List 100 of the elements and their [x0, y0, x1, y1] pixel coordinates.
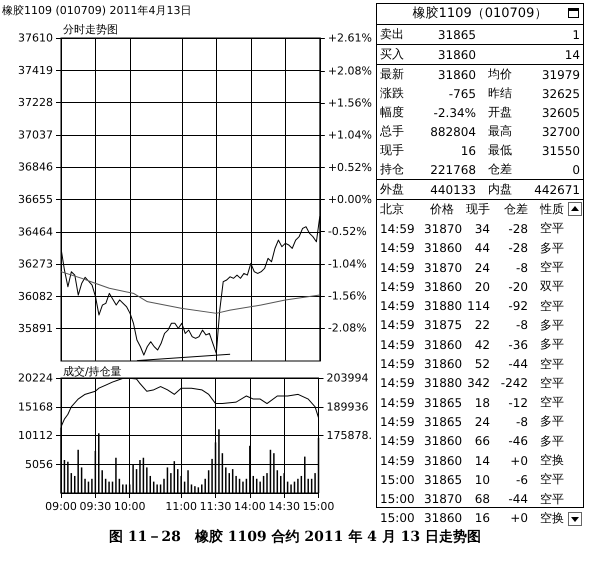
text: 31870 — [424, 222, 462, 236]
text: 24 — [474, 414, 490, 429]
text: -28 — [508, 222, 528, 236]
text: 空平 — [540, 492, 564, 506]
y-tick-label: 36273 — [18, 258, 53, 271]
text: 14:59 — [380, 414, 415, 429]
text: 价格 — [430, 202, 454, 216]
text: 31860 — [424, 241, 462, 256]
text: 14:59 — [380, 338, 415, 352]
text: 最低 — [488, 143, 512, 157]
y-tick-label: 5056 — [25, 458, 53, 471]
y2-tick-label: +0.52% — [328, 160, 372, 174]
text: 仓差 — [488, 162, 512, 176]
text: 20 — [474, 280, 490, 294]
text: 空换 — [540, 453, 564, 467]
text: 31860 — [424, 511, 462, 526]
text: 内盘 — [488, 182, 512, 196]
text: 882804 — [430, 124, 476, 138]
text: 22 — [474, 318, 490, 332]
text: -8 — [516, 318, 528, 332]
text: 空平 — [540, 260, 564, 274]
text: 空平 — [540, 472, 564, 486]
y2-tick-label: 189936 — [326, 400, 369, 414]
text: 最新 — [380, 67, 404, 81]
x-tick-label: 09:00 — [45, 500, 77, 513]
text: -6 — [516, 472, 528, 487]
text: -44 — [508, 357, 528, 372]
text: 31860 — [438, 48, 476, 62]
y-tick-label: 37037 — [18, 128, 53, 142]
text: 14:59 — [380, 241, 415, 256]
text: 52 — [474, 357, 490, 372]
text: 14:59 — [380, 376, 415, 390]
text: 16 — [460, 144, 476, 158]
text: 342 — [467, 376, 490, 390]
y2-tick-label: +2.08% — [328, 64, 372, 78]
text: 31550 — [542, 144, 580, 158]
y2-tick-label: -1.56% — [328, 290, 367, 303]
y2-tick-label: -2.08% — [328, 322, 367, 335]
text: -765 — [448, 86, 476, 100]
text: -44 — [508, 492, 528, 506]
text: 66 — [474, 434, 490, 448]
text: 16 — [474, 511, 490, 526]
text: 31875 — [424, 318, 462, 332]
text: -242 — [500, 376, 528, 390]
x-tick-label: 14:30 — [268, 500, 300, 513]
text: 31870 — [424, 260, 462, 275]
text: 68 — [474, 492, 490, 506]
text: -8 — [516, 414, 528, 429]
text: 15:00 — [380, 511, 415, 526]
y2-tick-label: +1.56% — [328, 96, 372, 110]
text: 空平 — [540, 376, 564, 390]
y2-tick-label: +0.00% — [328, 193, 372, 206]
text: 42 — [474, 338, 490, 352]
text: 14:59 — [380, 222, 415, 236]
x-tick-label: 11:30 — [200, 500, 232, 513]
text: 橡胶1109（010709） — [377, 4, 583, 25]
text: 涨跌 — [380, 86, 404, 100]
text: 31860 — [424, 280, 462, 294]
text: 15:00 — [380, 472, 415, 487]
chart-title: 橡胶1109 (010709) 2011年4月13日 — [2, 4, 192, 17]
text: 31865 — [424, 414, 462, 429]
text: 空平 — [540, 221, 564, 236]
text: 均价 — [488, 67, 512, 81]
text: 14:59 — [380, 396, 415, 410]
text: 31860 — [438, 68, 476, 82]
text: 最高 — [488, 124, 512, 138]
text: 开盘 — [488, 105, 512, 119]
y-tick-label: 35891 — [18, 322, 53, 336]
text: 14:59 — [380, 318, 415, 332]
y-tick-label: 15168 — [18, 400, 53, 414]
text: 14 — [474, 454, 490, 468]
text: 31865 — [424, 396, 462, 410]
text: 空换 — [540, 510, 564, 525]
text: 14:59 — [380, 299, 415, 314]
x-tick-label: 10:00 — [114, 500, 146, 513]
x-tick-label: 11:00 — [165, 500, 198, 513]
caption: 图 11－28 橡胶 1109 合约 2011 年 4 月 13 日走势图 — [108, 528, 482, 546]
y-tick-label: 10112 — [18, 429, 53, 442]
y2-tick-label: +1.04% — [328, 128, 372, 142]
y-tick-label: 36082 — [18, 290, 53, 303]
x-tick-label: 09:30 — [79, 500, 112, 513]
text: -2.34% — [434, 106, 476, 120]
text: 多平 — [540, 337, 564, 352]
y-tick-label: 37419 — [18, 64, 53, 77]
text: 北京 — [380, 202, 404, 216]
y2-tick-label: -1.04% — [328, 257, 367, 270]
y-tick-label: 36846 — [18, 160, 53, 174]
text: +0 — [510, 511, 528, 526]
y2-tick-label: 175878. — [326, 429, 372, 442]
text: 1 — [572, 28, 580, 42]
text: 空平 — [540, 356, 564, 371]
chart-title: 成交/持仓量 — [63, 365, 122, 378]
text: 双平 — [540, 279, 564, 294]
text: 31860 — [424, 434, 462, 448]
text: 442671 — [534, 182, 580, 196]
y-tick-label: 36655 — [18, 193, 53, 206]
text: 24 — [474, 260, 490, 275]
text: 多平 — [540, 434, 564, 448]
y2-tick-label: -0.52% — [328, 225, 367, 238]
y-tick-label: 20224 — [18, 372, 53, 384]
